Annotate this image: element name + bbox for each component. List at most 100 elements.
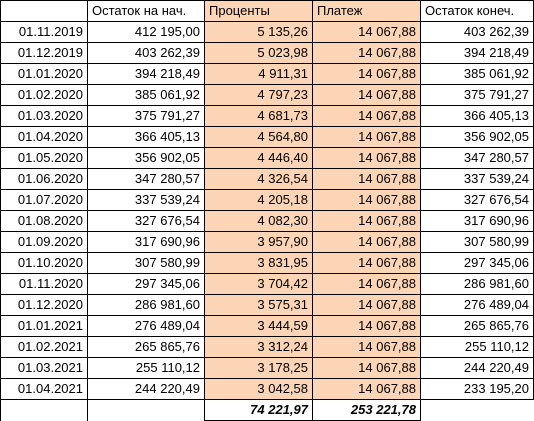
payment-cell[interactable]: 14 067,88 [312, 84, 421, 106]
payment-cell[interactable]: 14 067,88 [312, 231, 421, 253]
interest-cell[interactable]: 3 444,59 [204, 315, 313, 337]
payment-cell[interactable]: 14 067,88 [312, 42, 421, 64]
date-cell[interactable]: 01.11.2019 [0, 21, 88, 43]
header-cell-payment[interactable]: Платеж [312, 0, 421, 22]
empty-cell[interactable] [0, 399, 88, 421]
total-payment-cell[interactable]: 253 221,78 [312, 399, 421, 421]
payment-cell[interactable]: 14 067,88 [312, 105, 421, 127]
empty-cell[interactable] [420, 399, 534, 421]
payment-cell[interactable]: 14 067,88 [312, 273, 421, 295]
date-cell[interactable]: 01.12.2019 [0, 42, 88, 64]
closing-balance-cell[interactable]: 317 690,96 [420, 210, 534, 232]
interest-cell[interactable]: 3 704,42 [204, 273, 313, 295]
payment-cell[interactable]: 14 067,88 [312, 63, 421, 85]
date-cell[interactable]: 01.01.2020 [0, 63, 88, 85]
opening-balance-cell[interactable]: 412 195,00 [87, 21, 205, 43]
interest-cell[interactable]: 4 446,40 [204, 147, 313, 169]
payment-cell[interactable]: 14 067,88 [312, 210, 421, 232]
interest-cell[interactable]: 3 042,58 [204, 378, 313, 400]
opening-balance-cell[interactable]: 356 902,05 [87, 147, 205, 169]
closing-balance-cell[interactable]: 366 405,13 [420, 105, 534, 127]
opening-balance-cell[interactable]: 385 061,92 [87, 84, 205, 106]
date-cell[interactable]: 01.02.2020 [0, 84, 88, 106]
opening-balance-cell[interactable]: 317 690,96 [87, 231, 205, 253]
closing-balance-cell[interactable]: 244 220,49 [420, 357, 534, 379]
opening-balance-cell[interactable]: 375 791,27 [87, 105, 205, 127]
closing-balance-cell[interactable]: 347 280,57 [420, 147, 534, 169]
header-cell-opening-balance[interactable]: Остаток на нач. [87, 0, 205, 22]
opening-balance-cell[interactable]: 366 405,13 [87, 126, 205, 148]
date-cell[interactable]: 01.03.2020 [0, 105, 88, 127]
opening-balance-cell[interactable]: 297 345,06 [87, 273, 205, 295]
interest-cell[interactable]: 4 082,30 [204, 210, 313, 232]
date-cell[interactable]: 01.04.2020 [0, 126, 88, 148]
closing-balance-cell[interactable]: 356 902,05 [420, 126, 534, 148]
closing-balance-cell[interactable]: 286 981,60 [420, 273, 534, 295]
payment-cell[interactable]: 14 067,88 [312, 147, 421, 169]
date-cell[interactable]: 01.01.2021 [0, 315, 88, 337]
date-cell[interactable]: 01.03.2021 [0, 357, 88, 379]
interest-cell[interactable]: 4 911,31 [204, 63, 313, 85]
closing-balance-cell[interactable]: 394 218,49 [420, 42, 534, 64]
interest-cell[interactable]: 3 575,31 [204, 294, 313, 316]
date-cell[interactable]: 01.12.2020 [0, 294, 88, 316]
closing-balance-cell[interactable]: 255 110,12 [420, 336, 534, 358]
opening-balance-cell[interactable]: 307 580,99 [87, 252, 205, 274]
closing-balance-cell[interactable]: 265 865,76 [420, 315, 534, 337]
closing-balance-cell[interactable]: 337 539,24 [420, 168, 534, 190]
header-cell-date[interactable] [0, 0, 88, 22]
total-interest-cell[interactable]: 74 221,97 [204, 399, 313, 421]
opening-balance-cell[interactable]: 276 489,04 [87, 315, 205, 337]
closing-balance-cell[interactable]: 276 489,04 [420, 294, 534, 316]
opening-balance-cell[interactable]: 337 539,24 [87, 189, 205, 211]
header-cell-interest[interactable]: Проценты [204, 0, 313, 22]
payment-cell[interactable]: 14 067,88 [312, 21, 421, 43]
opening-balance-cell[interactable]: 327 676,54 [87, 210, 205, 232]
header-cell-closing-balance[interactable]: Остаток конеч. [420, 0, 534, 22]
payment-cell[interactable]: 14 067,88 [312, 189, 421, 211]
empty-cell[interactable] [87, 399, 205, 421]
payment-cell[interactable]: 14 067,88 [312, 336, 421, 358]
opening-balance-cell[interactable]: 394 218,49 [87, 63, 205, 85]
date-cell[interactable]: 01.02.2021 [0, 336, 88, 358]
date-cell[interactable]: 01.09.2020 [0, 231, 88, 253]
payment-cell[interactable]: 14 067,88 [312, 357, 421, 379]
payment-cell[interactable]: 14 067,88 [312, 252, 421, 274]
interest-cell[interactable]: 4 326,54 [204, 168, 313, 190]
date-cell[interactable]: 01.10.2020 [0, 252, 88, 274]
interest-cell[interactable]: 3 957,90 [204, 231, 313, 253]
payment-cell[interactable]: 14 067,88 [312, 168, 421, 190]
opening-balance-cell[interactable]: 347 280,57 [87, 168, 205, 190]
interest-cell[interactable]: 4 564,80 [204, 126, 313, 148]
payment-cell[interactable]: 14 067,88 [312, 126, 421, 148]
date-cell[interactable]: 01.11.2020 [0, 273, 88, 295]
date-cell[interactable]: 01.05.2020 [0, 147, 88, 169]
interest-cell[interactable]: 5 135,26 [204, 21, 313, 43]
closing-balance-cell[interactable]: 233 195,20 [420, 378, 534, 400]
opening-balance-cell[interactable]: 286 981,60 [87, 294, 205, 316]
interest-cell[interactable]: 5 023,98 [204, 42, 313, 64]
closing-balance-cell[interactable]: 327 676,54 [420, 189, 534, 211]
interest-cell[interactable]: 4 797,23 [204, 84, 313, 106]
opening-balance-cell[interactable]: 403 262,39 [87, 42, 205, 64]
opening-balance-cell[interactable]: 265 865,76 [87, 336, 205, 358]
date-cell[interactable]: 01.06.2020 [0, 168, 88, 190]
date-cell[interactable]: 01.07.2020 [0, 189, 88, 211]
closing-balance-cell[interactable]: 297 345,06 [420, 252, 534, 274]
payment-cell[interactable]: 14 067,88 [312, 378, 421, 400]
closing-balance-cell[interactable]: 307 580,99 [420, 231, 534, 253]
opening-balance-cell[interactable]: 255 110,12 [87, 357, 205, 379]
payment-cell[interactable]: 14 067,88 [312, 315, 421, 337]
closing-balance-cell[interactable]: 385 061,92 [420, 63, 534, 85]
interest-cell[interactable]: 4 681,73 [204, 105, 313, 127]
date-cell[interactable]: 01.04.2021 [0, 378, 88, 400]
closing-balance-cell[interactable]: 375 791,27 [420, 84, 534, 106]
interest-cell[interactable]: 3 178,25 [204, 357, 313, 379]
interest-cell[interactable]: 3 831,95 [204, 252, 313, 274]
date-cell[interactable]: 01.08.2020 [0, 210, 88, 232]
interest-cell[interactable]: 4 205,18 [204, 189, 313, 211]
opening-balance-cell[interactable]: 244 220,49 [87, 378, 205, 400]
interest-cell[interactable]: 3 312,24 [204, 336, 313, 358]
payment-cell[interactable]: 14 067,88 [312, 294, 421, 316]
closing-balance-cell[interactable]: 403 262,39 [420, 21, 534, 43]
